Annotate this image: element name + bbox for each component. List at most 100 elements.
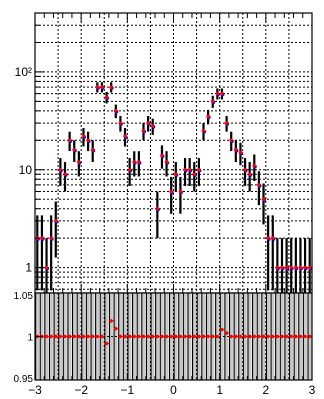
main-point-red: [49, 236, 53, 240]
ratio-x-tick-label: 0: [170, 383, 177, 397]
main-point-red: [63, 172, 67, 177]
ratio-point: [118, 334, 123, 339]
ratio-x-ticks: −3 −2 −1 0 1 2 3: [28, 373, 316, 397]
main-point-red: [183, 167, 187, 172]
ratio-band: [104, 293, 109, 380]
ratio-point: [104, 341, 109, 346]
main-point-red: [289, 265, 294, 270]
main-panel: 1 10 10²: [15, 12, 313, 294]
main-point-red: [160, 153, 164, 158]
ratio-point: [127, 334, 132, 339]
ratio-point: [91, 334, 95, 339]
main-point-red: [53, 219, 58, 223]
main-point-red: [72, 147, 77, 152]
main-y-tick-label: 10²: [15, 65, 32, 79]
main-data-points: [35, 85, 313, 271]
main-point-red: [238, 150, 243, 155]
ratio-band: [224, 293, 229, 380]
main-point-red: [210, 99, 215, 104]
main-point-red: [201, 129, 206, 133]
main-point-red: [132, 160, 137, 164]
main-point-red: [280, 265, 284, 270]
ratio-point: [257, 334, 261, 339]
ratio-panel: 0.95 1 1.05 −3 −2 −1 0 1 2 3: [14, 291, 316, 397]
ratio-y-tick-label: 1: [27, 333, 33, 344]
main-point-red: [229, 138, 234, 143]
ratio-band: [220, 293, 224, 380]
main-point-red: [100, 85, 104, 89]
ratio-point: [206, 334, 210, 339]
main-point-red: [77, 160, 81, 164]
ratio-point: [238, 334, 243, 339]
ratio-x-tick-label: 3: [309, 383, 316, 397]
ratio-point: [271, 334, 275, 339]
main-point-red: [118, 121, 123, 125]
ratio-point: [109, 319, 113, 323]
main-point-red: [224, 121, 229, 125]
ratio-x-tick-label: 1: [216, 383, 223, 397]
ratio-point: [67, 334, 72, 339]
ratio-point: [261, 334, 266, 339]
ratio-grid: [35, 293, 312, 380]
ratio-point: [81, 334, 86, 339]
main-point-red: [81, 134, 86, 139]
ratio-x-tick-label: −1: [120, 383, 134, 397]
ratio-point: [284, 334, 289, 339]
ratio-x-tick-label: −2: [74, 383, 88, 397]
main-point-red: [104, 95, 109, 100]
main-point-red: [298, 265, 303, 270]
main-point-red: [164, 160, 169, 164]
ratio-point: [169, 334, 173, 339]
ratio-point: [280, 334, 284, 339]
main-y-tick-label: 10: [19, 163, 33, 177]
main-y-ticks: 1 10 10²: [15, 12, 44, 290]
ratio-frame: [34, 292, 313, 381]
ratio-point: [224, 331, 229, 335]
ratio-point: [164, 334, 169, 339]
main-point-red: [86, 138, 90, 143]
ratio-point: [211, 334, 215, 339]
ratio-y-tick-label: 1.05: [14, 291, 34, 302]
main-point-red: [303, 265, 307, 270]
main-point-red: [257, 183, 261, 187]
main-point-red: [169, 189, 173, 194]
main-point-red: [197, 167, 201, 172]
main-y-tick-label: 1: [25, 261, 32, 275]
ratio-point: [298, 334, 303, 339]
main-point-red: [252, 163, 257, 168]
ratio-x-tick-label: 2: [262, 383, 269, 397]
main-point-red: [234, 147, 238, 152]
main-point-red: [261, 197, 266, 202]
ratio-point: [234, 334, 238, 339]
ratio-point: [95, 334, 100, 339]
ratio-point: [141, 334, 146, 339]
main-point-red: [220, 91, 224, 96]
ratio-point: [303, 334, 307, 339]
ratio-x-tick-label: −3: [28, 383, 42, 397]
main-point-red: [275, 265, 280, 270]
main-point-red: [247, 172, 252, 177]
main-point-red: [127, 167, 132, 172]
main-point-red: [270, 236, 275, 240]
ratio-point: [114, 326, 118, 331]
main-point-red: [123, 134, 127, 139]
main-point-red: [174, 172, 178, 177]
ratio-point: [192, 334, 196, 339]
main-point-red: [146, 121, 150, 125]
ratio-point: [49, 334, 53, 339]
ratio-point: [197, 334, 201, 339]
ratio-point: [100, 334, 104, 339]
main-point-red: [40, 236, 44, 240]
ratio-point: [247, 334, 252, 339]
ratio-point: [307, 334, 312, 339]
ratio-point: [187, 334, 192, 339]
main-grid: [35, 12, 312, 293]
ratio-point: [58, 334, 63, 339]
ratio-point: [178, 334, 183, 339]
ratio-point: [77, 334, 81, 339]
main-point-red: [187, 167, 192, 172]
main-point-red: [141, 129, 146, 133]
main-point-red: [307, 265, 312, 270]
main-point-red: [155, 206, 160, 211]
ratio-point: [44, 334, 49, 339]
